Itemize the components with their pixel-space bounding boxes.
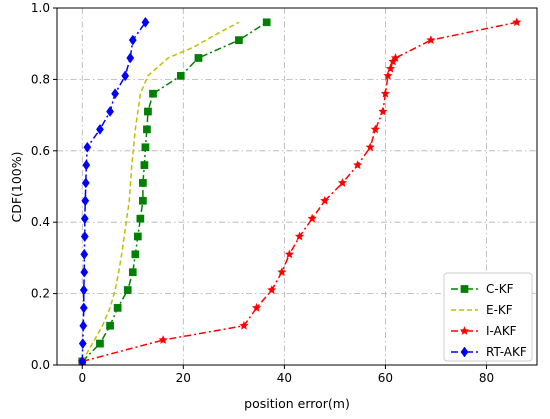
data-point-c-kf (96, 339, 104, 348)
data-point-c-kf (131, 250, 140, 259)
data-point-c-kf (139, 179, 147, 187)
legend-label-c-kf: C-KF (486, 282, 514, 296)
data-point-c-kf (128, 268, 137, 277)
data-point-i-akf (277, 267, 287, 277)
data-point-rt-akf (106, 106, 114, 117)
data-point-rt-akf (141, 16, 150, 28)
series-c-kf (78, 18, 271, 366)
x-tick-label: 0 (78, 371, 86, 385)
data-point-c-kf (144, 107, 152, 116)
data-point-i-akf (294, 231, 305, 241)
data-point-rt-akf (111, 88, 120, 100)
legend-box (443, 272, 533, 362)
data-point-rt-akf (80, 231, 89, 242)
data-point-i-akf (320, 195, 330, 205)
data-point-rt-akf (80, 266, 89, 278)
series-line-e-kf (81, 21, 240, 362)
data-point-c-kf (113, 304, 122, 312)
data-point-i-akf (267, 285, 277, 294)
y-tick-label: 0.4 (31, 215, 50, 229)
series-line-c-kf (81, 21, 268, 362)
data-point-i-akf (426, 35, 436, 45)
y-axis-label: CDF(100%) (9, 151, 24, 222)
legend-marker-rt-akf (460, 346, 469, 358)
data-point-c-kf (133, 232, 142, 241)
data-point-i-akf (378, 106, 388, 116)
data-point-c-kf (143, 125, 151, 134)
y-tick-label: 1.0 (31, 1, 50, 15)
data-point-c-kf (139, 196, 147, 205)
y-tick-label: 0.2 (31, 287, 50, 301)
y-tick-label: 0.6 (31, 144, 50, 158)
legend-marker-c-kf (460, 285, 469, 293)
series-group (77, 16, 522, 367)
data-point-i-akf (370, 124, 380, 134)
x-tick-label: 40 (277, 371, 292, 385)
legend-label-i-akf: I-AKF (486, 324, 517, 338)
data-point-c-kf (262, 18, 271, 27)
data-point-c-kf (140, 161, 149, 169)
data-point-i-akf (158, 335, 168, 344)
x-axis-label: position error(m) (244, 396, 350, 411)
data-point-i-akf (251, 302, 262, 312)
data-point-i-akf (352, 160, 363, 170)
series-e-kf (81, 21, 240, 362)
data-point-rt-akf (80, 213, 89, 225)
data-point-i-akf (385, 63, 396, 73)
data-point-c-kf (123, 286, 132, 294)
data-point-i-akf (307, 213, 317, 223)
series-rt-akf (78, 16, 150, 367)
x-tick-label: 20 (176, 371, 191, 385)
legend: C-KF E-KF I-AKF RT-AKF (443, 272, 533, 362)
data-point-rt-akf (128, 34, 137, 46)
data-point-c-kf (141, 143, 150, 152)
x-axis-ticks: 0 20 40 60 80 (78, 365, 494, 385)
data-point-rt-akf (79, 320, 88, 332)
data-point-i-akf (239, 320, 249, 330)
data-point-rt-akf (78, 338, 87, 350)
y-tick-label: 0.0 (31, 358, 50, 372)
legend-marker-i-akf (459, 326, 470, 335)
data-point-i-akf (365, 142, 375, 152)
data-point-c-kf (235, 36, 243, 44)
data-point-c-kf (106, 321, 114, 330)
data-point-c-kf (136, 214, 145, 223)
data-point-rt-akf (81, 177, 90, 189)
series-line-i-akf (82, 21, 517, 363)
y-axis-ticks: 0.0 0.2 0.4 0.6 0.8 1.0 (31, 1, 57, 372)
legend-label-e-kf: E-KF (486, 303, 513, 317)
data-point-i-akf (337, 178, 348, 187)
data-point-rt-akf (82, 159, 91, 171)
x-tick-label: 60 (378, 371, 393, 385)
data-point-rt-akf (121, 70, 130, 82)
legend-items: C-KF E-KF I-AKF RT-AKF (451, 282, 527, 359)
data-point-rt-akf (79, 302, 88, 314)
data-point-c-kf (194, 54, 203, 62)
data-point-rt-akf (126, 52, 135, 64)
y-tick-label: 0.8 (31, 72, 50, 86)
data-point-i-akf (380, 88, 391, 98)
data-point-i-akf (383, 70, 393, 80)
data-point-rt-akf (79, 284, 88, 296)
data-point-rt-akf (80, 248, 89, 260)
data-point-rt-akf (83, 141, 92, 153)
legend-label-rt-akf: RT-AKF (486, 345, 527, 359)
data-point-i-akf (284, 249, 295, 259)
x-tick-label: 80 (479, 371, 494, 385)
data-point-c-kf (149, 89, 157, 98)
data-point-c-kf (176, 71, 185, 80)
data-point-rt-akf (96, 123, 104, 135)
data-point-i-akf (390, 53, 401, 62)
data-point-rt-akf (81, 195, 90, 207)
data-point-i-akf (512, 17, 522, 27)
plot-frame (56, 7, 538, 366)
